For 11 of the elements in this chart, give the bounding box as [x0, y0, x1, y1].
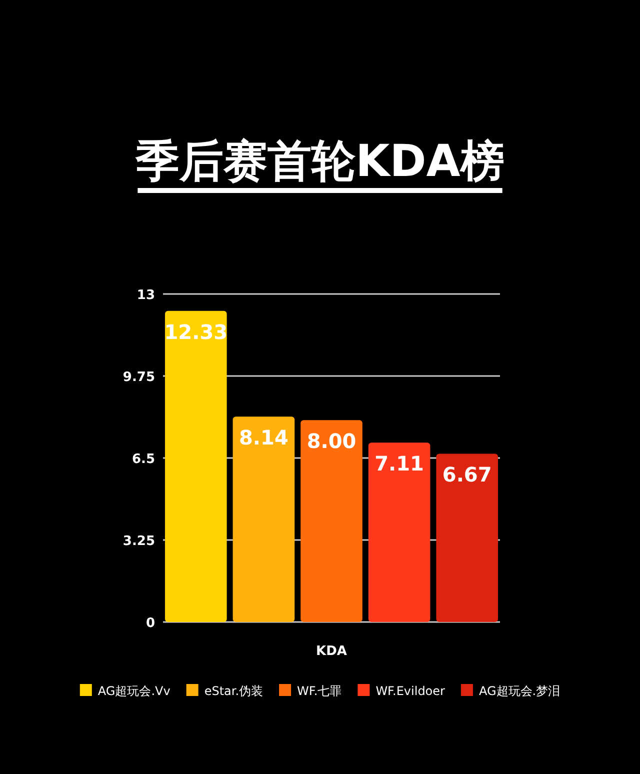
legend-label: eStar.伪装	[204, 684, 264, 698]
legend-label: WF.Evildoer	[376, 684, 445, 698]
legend-label: WF.七罪	[297, 684, 342, 698]
data-label: 8.14	[239, 426, 288, 450]
data-label: 8.00	[306, 429, 356, 454]
title: 季后赛首轮KDA榜	[136, 136, 504, 187]
data-label: 12.33	[164, 320, 228, 344]
data-label: 7.11	[374, 452, 424, 476]
data-label: 6.67	[442, 462, 492, 487]
legend-label: AG超玩会.梦泪	[478, 684, 560, 698]
legend-label: AG超玩会.Vv	[98, 684, 170, 698]
